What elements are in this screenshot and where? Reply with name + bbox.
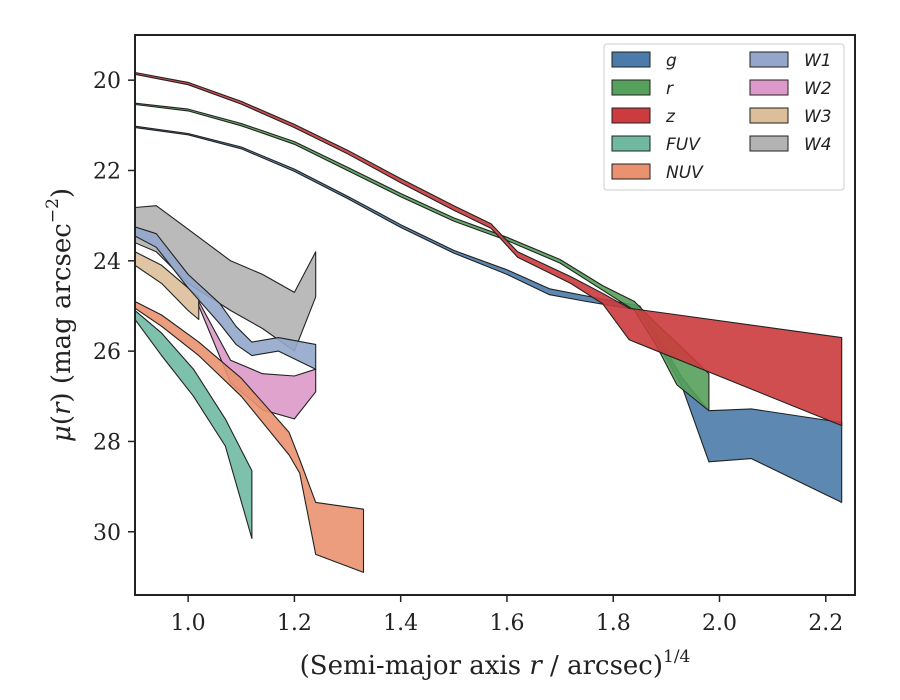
legend-label-r: r xyxy=(666,79,674,99)
x-tick-label: 1.4 xyxy=(383,611,418,636)
legend-label-g: g xyxy=(666,51,677,71)
x-axis-title: (Semi-major axis r / arcsec)1/4 xyxy=(300,647,691,681)
y-tick-label: 26 xyxy=(93,340,121,365)
band-w3 xyxy=(135,251,200,321)
legend-swatch-w3 xyxy=(749,107,789,124)
legend-label-fuv: FUV xyxy=(666,135,701,155)
legend-swatch-nuv xyxy=(611,163,651,180)
legend-swatch-g xyxy=(611,51,651,68)
legend-swatch-w4 xyxy=(749,135,789,152)
x-axis-ticks: 1.0 1.2 1.4 1.6 1.8 2.0 2.2 xyxy=(171,595,843,636)
plot-frame xyxy=(134,34,856,596)
x-tick-label: 1.8 xyxy=(596,611,631,636)
series-bands xyxy=(135,71,843,573)
band-nuv xyxy=(135,300,365,573)
legend-label-nuv: NUV xyxy=(666,163,704,183)
y-tick-label: 24 xyxy=(93,250,121,275)
legend-swatch-w1 xyxy=(749,51,789,68)
y-axis-ticks: 20 22 24 26 28 30 xyxy=(93,69,135,546)
y-tick-label: 20 xyxy=(93,69,121,94)
legend-label-w1: W1 xyxy=(804,51,832,71)
x-tick-label: 1.0 xyxy=(171,611,206,636)
y-axis-title: μ(r) (mag arcsec−2) xyxy=(43,188,77,442)
band-r xyxy=(135,102,710,412)
legend-label-w4: W4 xyxy=(804,135,832,155)
band-z xyxy=(135,71,843,427)
legend-label-w3: W3 xyxy=(804,107,832,127)
y-tick-label: 30 xyxy=(93,521,121,546)
x-tick-label: 1.6 xyxy=(489,611,524,636)
legend-label-w2: W2 xyxy=(804,79,832,99)
legend-label-z: z xyxy=(665,107,676,127)
band-fuv xyxy=(135,309,253,540)
band-w2 xyxy=(198,300,317,420)
x-tick-label: 1.2 xyxy=(277,611,312,636)
x-tick-label: 2.0 xyxy=(702,611,737,636)
legend: grz FUV NUV W1 W2 W3 W4 xyxy=(603,43,845,191)
x-tick-label: 2.2 xyxy=(808,611,843,636)
y-tick-label: 28 xyxy=(93,430,121,455)
legend-swatch-z xyxy=(611,107,651,124)
legend-swatch-r xyxy=(611,79,651,96)
legend-swatch-fuv xyxy=(611,135,651,152)
band-w4 xyxy=(135,205,317,352)
band-g xyxy=(135,125,843,503)
legend-swatch-w2 xyxy=(749,79,789,96)
y-tick-label: 22 xyxy=(93,159,121,184)
